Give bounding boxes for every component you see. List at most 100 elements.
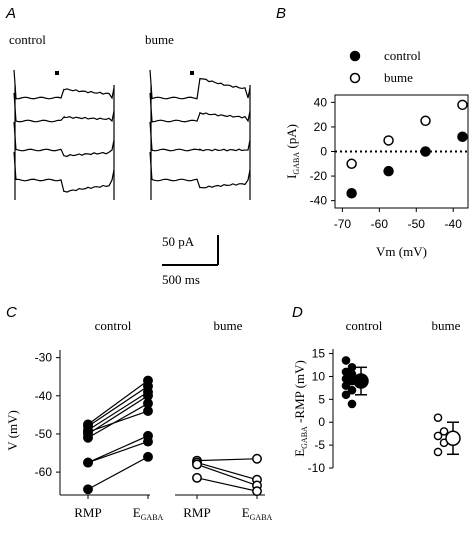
x-tick-label: -60: [371, 217, 389, 231]
y-tick-label: -60: [35, 465, 53, 479]
pair-line: [87, 385, 149, 427]
data-point-bume: [420, 115, 431, 127]
data-point-control: [143, 436, 153, 447]
data-point-control: [347, 399, 357, 409]
trace-line: [149, 121, 251, 152]
category-label: RMP: [183, 505, 210, 520]
data-point-control: [346, 188, 357, 199]
trace-line: [149, 92, 251, 123]
scale-label-current: 50 pA: [162, 234, 195, 249]
panel-c-chart: V (mV) -30 -40 -50 -60 control RMP EGABA bume RMP…: [5, 318, 273, 522]
x-tick-label: -40: [445, 217, 463, 231]
y-axis-label: V (mV): [5, 410, 20, 451]
data-point-bume: [433, 413, 443, 422]
y-tick-label: -10: [308, 461, 326, 475]
trace-line: [13, 92, 115, 123]
group-title-control: control: [95, 318, 132, 333]
data-point-control: [420, 146, 431, 157]
trace-label-bume: bume: [145, 32, 174, 47]
x-axis-label: Vm (mV): [376, 244, 427, 259]
data-point-bume: [433, 431, 443, 441]
x-tick-label: -70: [334, 217, 352, 231]
panel-letter-d: D: [292, 304, 303, 321]
y-tick-label: -20: [310, 169, 328, 183]
trace-label-control: control: [9, 32, 46, 47]
data-point-bume: [192, 459, 202, 470]
panel-letter-c: C: [6, 304, 17, 321]
y-tick-label: 5: [318, 392, 325, 406]
y-tick-label: 10: [312, 369, 326, 383]
y-tick-label: 40: [314, 95, 328, 109]
pair-line: [87, 391, 149, 431]
data-point-control: [457, 131, 468, 143]
pair-line: [87, 441, 149, 464]
y-axis-label: EGABA -RMP (mV): [292, 360, 309, 457]
pair-line: [196, 458, 258, 462]
pair-line: [87, 410, 149, 433]
group-title-bume: bume: [214, 318, 243, 333]
data-point-bume: [433, 447, 443, 457]
panel-b-chart: 40 20 0 -20 -40 -70 -60 -50 -40 Vm (mV) IGABA (pA)…: [284, 48, 469, 259]
pair-line: [196, 463, 258, 487]
y-tick-label: -30: [35, 351, 53, 365]
trace-line: [13, 121, 115, 158]
data-point-control: [341, 390, 351, 400]
stimulus-marker-control: [55, 71, 59, 75]
data-point-control: [383, 165, 394, 177]
group-title-control: control: [346, 318, 383, 333]
panel-a-traces: control bume 50 pA 500 ms: [9, 32, 251, 287]
y-tick-label: 15: [312, 347, 326, 361]
trace-line: [13, 151, 115, 193]
y-tick-label: -50: [35, 427, 53, 441]
data-point-control: [143, 451, 153, 462]
data-point-control: [143, 406, 153, 417]
y-tick-label: 20: [314, 120, 328, 134]
pair-line: [196, 477, 258, 492]
legend-marker-control: [349, 50, 361, 62]
category-label: EGABA: [133, 505, 164, 522]
legend-label-bume: bume: [384, 70, 413, 85]
data-point-control: [341, 381, 351, 390]
data-point-control: [83, 457, 93, 468]
data-point-bume: [383, 135, 394, 146]
panel-letter-b: B: [276, 5, 286, 22]
category-label: RMP: [74, 505, 101, 520]
trace-line: [149, 151, 251, 189]
pair-line: [87, 456, 149, 490]
pair-line: [87, 395, 149, 435]
pair-line: [87, 402, 149, 439]
legend-marker-bume: [349, 72, 361, 84]
legend-label-control: control: [384, 48, 421, 63]
traces-bume: [149, 69, 251, 200]
y-tick-label: -40: [35, 389, 53, 403]
data-point-control: [83, 484, 93, 495]
y-tick-label: 0: [318, 415, 325, 429]
y-tick-label: -5: [314, 438, 325, 452]
trace-line: [149, 69, 251, 100]
data-point-control: [341, 356, 351, 365]
category-label: EGABA: [242, 505, 273, 522]
traces-control: [13, 69, 115, 200]
y-tick-label: 0: [320, 145, 327, 159]
y-tick-label: -40: [310, 194, 328, 208]
data-point-control: [347, 385, 357, 395]
data-point-bume: [252, 486, 262, 497]
panel-letter-a: A: [5, 5, 16, 22]
data-point-bume: [192, 472, 202, 483]
data-point-bume: [346, 158, 357, 170]
scale-label-time: 500 ms: [162, 272, 200, 287]
pair-line: [87, 380, 149, 425]
data-point-bume: [457, 99, 468, 111]
x-tick-label: -50: [408, 217, 426, 231]
pair-line: [87, 435, 149, 464]
mean-marker-control: [353, 373, 369, 389]
panel-d-chart: 15 10 5 0 -5 -10 EGABA -RMP (mV) control bume: [292, 318, 461, 475]
y-axis-label: IGABA (pA): [284, 124, 301, 179]
group-title-bume: bume: [432, 318, 461, 333]
data-point-bume: [252, 453, 262, 464]
mean-marker-bume: [445, 430, 461, 446]
pair-line: [196, 461, 258, 481]
stimulus-marker-bume: [190, 71, 194, 75]
data-point-control: [83, 427, 93, 437]
